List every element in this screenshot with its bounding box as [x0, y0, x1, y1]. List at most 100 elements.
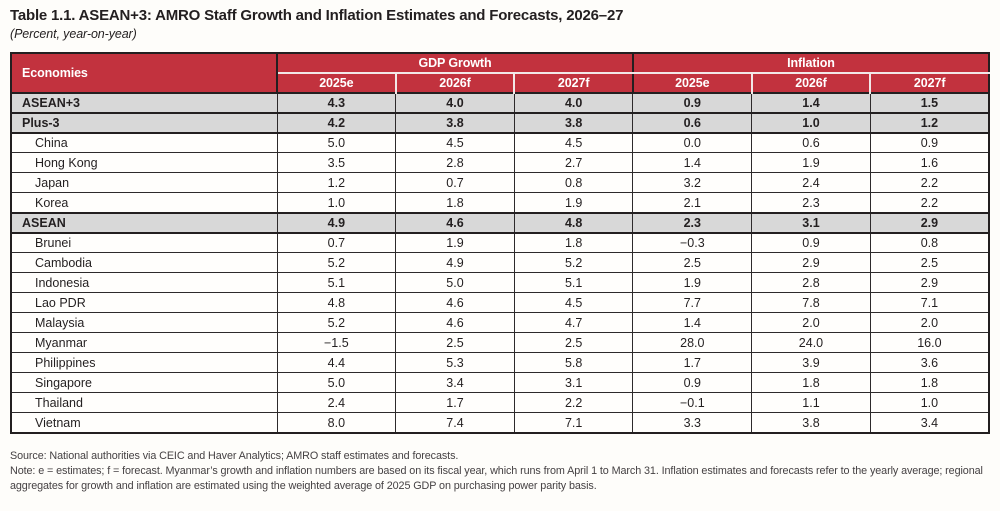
value-cell: 3.3 [632, 412, 753, 434]
economy-name-cell: Lao PDR [10, 292, 278, 314]
table-row-lao-pdr: Lao PDR 4.8 4.6 4.5 7.7 7.8 7.1 [10, 292, 990, 314]
estimates-forecasts-table: Economies GDP Growth Inflation 2025e 2026… [9, 51, 991, 434]
value-cell: 2.2 [869, 192, 990, 214]
value-cell: 4.9 [395, 252, 515, 274]
table-row-cambodia: Cambodia 5.2 4.9 5.2 2.5 2.9 2.5 [10, 252, 990, 274]
value-cell: 4.2 [276, 111, 397, 134]
value-cell: 7.4 [395, 412, 515, 434]
economy-name-cell: Philippines [10, 352, 278, 374]
year-header-inflation-2027f: 2027f [869, 72, 990, 93]
economy-name-cell: Vietnam [10, 412, 278, 434]
value-cell: 0.9 [751, 232, 871, 254]
value-cell: 2.5 [869, 252, 990, 274]
value-cell: 5.0 [276, 372, 397, 394]
value-cell: −0.3 [632, 232, 753, 254]
economy-name-cell: Brunei [10, 232, 278, 254]
value-cell: 1.9 [751, 152, 871, 174]
economy-name-cell: Cambodia [10, 252, 278, 274]
table-row-myanmar: Myanmar −1.5 2.5 2.5 28.0 24.0 16.0 [10, 332, 990, 354]
value-cell: 0.9 [632, 91, 753, 114]
value-cell: 5.2 [276, 312, 397, 334]
value-cell: 4.8 [276, 292, 397, 314]
value-cell: 5.2 [276, 252, 397, 274]
value-cell: 1.7 [395, 392, 515, 414]
value-cell: 3.1 [513, 372, 634, 394]
economy-name-cell: Singapore [10, 372, 278, 394]
value-cell: 4.5 [395, 132, 515, 154]
value-cell: 2.8 [751, 272, 871, 294]
inflation-group-header: Inflation [632, 51, 991, 74]
value-cell: 7.1 [513, 412, 634, 434]
table-row-brunei: Brunei 0.7 1.9 1.8 −0.3 0.9 0.8 [10, 232, 990, 254]
economy-name-cell: Japan [10, 172, 278, 194]
value-cell: 4.6 [395, 312, 515, 334]
value-cell: 3.4 [395, 372, 515, 394]
year-header-inflation-2026f: 2026f [750, 72, 872, 93]
table-row-philippines: Philippines 4.4 5.3 5.8 1.7 3.9 3.6 [10, 352, 990, 374]
source-note: Source: National authorities via CEIC an… [10, 449, 459, 462]
value-cell: 1.4 [632, 152, 753, 174]
value-cell: 2.7 [513, 152, 634, 174]
value-cell: 3.1 [751, 211, 871, 234]
value-cell: 7.8 [751, 292, 871, 314]
economy-name-cell: Plus-3 [10, 111, 278, 134]
value-cell: 2.0 [869, 312, 990, 334]
value-cell: 7.1 [869, 292, 990, 314]
value-cell: 5.1 [513, 272, 634, 294]
table-subtitle: (Percent, year-on-year) [10, 26, 137, 41]
table-row-malaysia: Malaysia 5.2 4.6 4.7 1.4 2.0 2.0 [10, 312, 990, 334]
value-cell: 5.0 [395, 272, 515, 294]
economy-name-cell: Malaysia [10, 312, 278, 334]
value-cell: 2.8 [395, 152, 515, 174]
value-cell: 1.0 [869, 392, 990, 414]
economy-name-cell: Thailand [10, 392, 278, 414]
value-cell: 2.2 [513, 392, 634, 414]
economy-name-cell: Myanmar [10, 332, 278, 354]
value-cell: 5.2 [513, 252, 634, 274]
value-cell: 0.9 [632, 372, 753, 394]
table-row-singapore: Singapore 5.0 3.4 3.1 0.9 1.8 1.8 [10, 372, 990, 394]
table-row-asean: ASEAN 4.9 4.6 4.8 2.3 3.1 2.9 [10, 211, 990, 234]
value-cell: 0.6 [751, 132, 871, 154]
value-cell: 0.9 [869, 132, 990, 154]
value-cell: 3.8 [395, 111, 515, 134]
value-cell: 3.9 [751, 352, 871, 374]
value-cell: 2.9 [869, 272, 990, 294]
value-cell: 2.3 [751, 192, 871, 214]
year-header-gdp-2026f: 2026f [394, 72, 516, 93]
table-row-plus-3: Plus-3 4.2 3.8 3.8 0.6 1.0 1.2 [10, 111, 990, 134]
value-cell: 4.7 [513, 312, 634, 334]
table-row-thailand: Thailand 2.4 1.7 2.2 −0.1 1.1 1.0 [10, 392, 990, 414]
economy-name-cell: China [10, 132, 278, 154]
value-cell: 2.9 [869, 211, 990, 234]
table-row-asean-3: ASEAN+3 4.3 4.0 4.0 0.9 1.4 1.5 [10, 91, 990, 114]
value-cell: 5.0 [276, 132, 397, 154]
table-header: Economies GDP Growth Inflation 2025e 2026… [9, 51, 991, 93]
value-cell: 2.5 [395, 332, 515, 354]
economy-name-cell: ASEAN [10, 211, 278, 234]
value-cell: 16.0 [869, 332, 990, 354]
value-cell: 0.7 [395, 172, 515, 194]
year-header-inflation-2025e: 2025e [631, 72, 753, 93]
value-cell: 3.4 [869, 412, 990, 434]
economy-name-cell: Indonesia [10, 272, 278, 294]
value-cell: 3.8 [513, 111, 634, 134]
value-cell: 4.6 [395, 211, 515, 234]
value-cell: 1.4 [632, 312, 753, 334]
value-cell: 1.8 [395, 192, 515, 214]
value-cell: 5.8 [513, 352, 634, 374]
value-cell: 1.5 [869, 91, 990, 114]
economies-column-header: Economies [9, 51, 279, 93]
value-cell: 3.5 [276, 152, 397, 174]
value-cell: 2.5 [513, 332, 634, 354]
value-cell: 2.4 [751, 172, 871, 194]
year-header-gdp-2027f: 2027f [513, 72, 634, 93]
economy-name-cell: ASEAN+3 [10, 91, 278, 114]
value-cell: 2.1 [632, 192, 753, 214]
value-cell: 1.9 [632, 272, 753, 294]
table-title: Table 1.1. ASEAN+3: AMRO Staff Growth an… [10, 7, 624, 24]
value-cell: 4.3 [276, 91, 397, 114]
value-cell: 1.0 [751, 111, 871, 134]
value-cell: 1.9 [395, 232, 515, 254]
